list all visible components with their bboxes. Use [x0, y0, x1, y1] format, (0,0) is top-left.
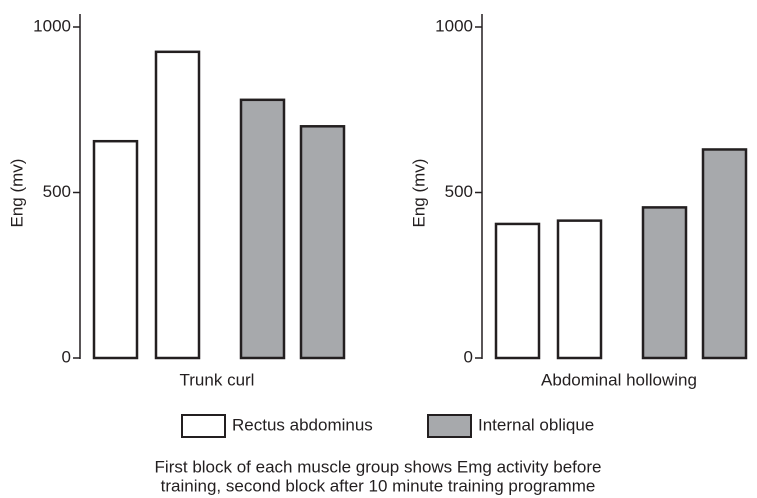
y-tick-label: 0 — [62, 347, 71, 366]
bar — [299, 125, 346, 360]
y-tick-label: 500 — [445, 182, 473, 201]
y-tick-label: 500 — [43, 182, 71, 201]
bar — [556, 219, 603, 360]
bar — [154, 50, 201, 360]
legend-label: Rectus abdominus — [232, 415, 373, 434]
y-axis-label: Eng (mv) — [7, 159, 26, 228]
legend-swatch — [181, 414, 226, 438]
legend-swatch — [427, 414, 472, 438]
legend-label: Internal oblique — [478, 415, 594, 434]
y-tick-label: 0 — [464, 347, 473, 366]
y-tick-label: 1000 — [435, 16, 473, 35]
x-axis-label: Abdominal hollowing — [541, 370, 697, 389]
bar — [92, 139, 139, 360]
y-tick-label: 1000 — [33, 16, 71, 35]
bar — [239, 98, 286, 360]
y-axis-label: Eng (mv) — [409, 159, 428, 228]
bar — [701, 148, 748, 360]
bar — [641, 206, 688, 360]
bar — [494, 222, 541, 360]
caption: First block of each muscle group shows E… — [155, 457, 602, 476]
x-axis-label: Trunk curl — [180, 370, 255, 389]
caption: training, second block after 10 minute t… — [161, 476, 596, 495]
